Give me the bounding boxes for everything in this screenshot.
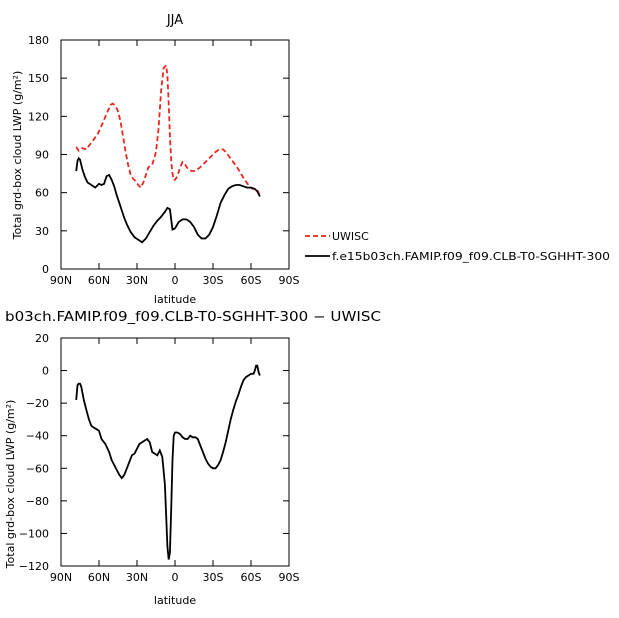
y-tick-label: 30 bbox=[35, 225, 49, 238]
x-tick-label: 60S bbox=[241, 571, 262, 584]
y-tick-label: −40 bbox=[26, 430, 49, 443]
y-tick-label: 0 bbox=[42, 263, 49, 276]
legend: UWISC f.e15b03ch.FAMIP.f09_f09.CLB-T0-SG… bbox=[305, 230, 610, 263]
y-tick-label: −20 bbox=[26, 397, 49, 410]
series-line-uwisc bbox=[75, 63, 261, 197]
chart-top-x-ticks: 90N 60N 30N 0 30S 60S 90S bbox=[50, 40, 300, 287]
x-tick-label: 60N bbox=[88, 571, 110, 584]
x-tick-label: 90S bbox=[279, 571, 300, 584]
y-tick-label: 120 bbox=[28, 110, 49, 123]
legend-label-uwisc: UWISC bbox=[332, 230, 369, 243]
chart-top-y-ticks: 0 30 60 90 120 150 180 bbox=[28, 34, 289, 276]
chart-top-plot-frame bbox=[60, 39, 290, 270]
chart-top-y-axis-label: Total grd-box cloud LWP (g/m²) bbox=[11, 71, 24, 241]
x-tick-label: 30S bbox=[203, 274, 224, 287]
y-tick-label: −80 bbox=[26, 495, 49, 508]
series-line-difference bbox=[75, 364, 261, 560]
y-tick-label: 180 bbox=[28, 34, 49, 47]
x-tick-label: 60N bbox=[88, 274, 110, 287]
x-tick-label: 0 bbox=[172, 274, 179, 287]
x-tick-label: 90S bbox=[279, 274, 300, 287]
x-tick-label: 90N bbox=[50, 571, 72, 584]
x-tick-label: 30S bbox=[203, 571, 224, 584]
y-tick-label: −60 bbox=[26, 462, 49, 475]
chart-bottom-x-ticks: 90N 60N 30N 0 30S 60S 90S bbox=[50, 338, 300, 584]
chart-bottom-title: b03ch.FAMIP.f09_f09.CLB-T0-SGHHT-300 − U… bbox=[5, 310, 381, 325]
x-tick-label: 90N bbox=[50, 274, 72, 287]
x-tick-label: 30N bbox=[126, 571, 148, 584]
series-line-model bbox=[75, 156, 261, 244]
x-tick-label: 60S bbox=[241, 274, 262, 287]
y-tick-label: 20 bbox=[35, 332, 49, 345]
chart-top-title: JJA bbox=[166, 13, 183, 28]
chart-bottom: b03ch.FAMIP.f09_f09.CLB-T0-SGHHT-300 − U… bbox=[4, 310, 381, 607]
chart-bottom-x-axis-label: latitude bbox=[154, 594, 196, 607]
chart-top-x-axis-label: latitude bbox=[154, 293, 196, 306]
chart-top: JJA 0 30 60 90 120 150 180 90N 60N 30N 0 30S 60S 90S… bbox=[11, 13, 300, 306]
x-tick-label: 30N bbox=[126, 274, 148, 287]
chart-bottom-plot-frame bbox=[60, 337, 290, 567]
y-tick-label: 90 bbox=[35, 149, 49, 162]
y-tick-label: 0 bbox=[42, 365, 49, 378]
y-tick-label: 60 bbox=[35, 187, 49, 200]
x-tick-label: 0 bbox=[172, 571, 179, 584]
y-tick-label: 150 bbox=[28, 72, 49, 85]
y-tick-label: −120 bbox=[19, 560, 49, 573]
chart-bottom-y-ticks: −120 −100 −80 −60 −40 −20 0 20 bbox=[19, 332, 289, 573]
chart-bottom-y-axis-label: Total grd-box cloud LWP (g/m²) bbox=[4, 400, 17, 570]
y-tick-label: −100 bbox=[19, 527, 49, 540]
legend-label-model: f.e15b03ch.FAMIP.f09_f09.CLB-T0-SGHHT-30… bbox=[332, 250, 610, 263]
